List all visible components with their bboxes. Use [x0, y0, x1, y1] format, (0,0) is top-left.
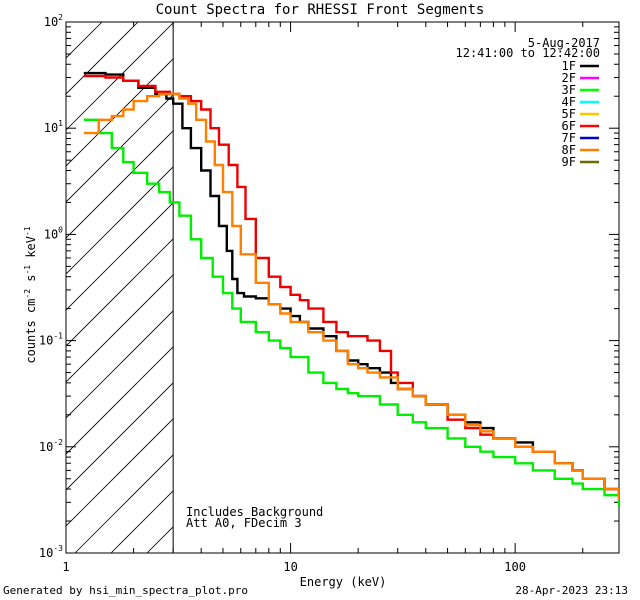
- hatch-line: [66, 346, 174, 455]
- legend-label-2F: 2F: [562, 71, 576, 85]
- x-tick-label: 10: [283, 560, 297, 574]
- series-3F: [83, 118, 619, 507]
- hatch-line: [66, 58, 174, 167]
- hatch-line: [66, 274, 174, 383]
- legend-label-1F: 1F: [562, 59, 576, 73]
- plot-frame: [65, 21, 620, 554]
- hatch-line: [74, 454, 174, 553]
- chart-title: Count Spectra for RHESSI Front Segments: [155, 2, 485, 18]
- legend-label-9F: 9F: [562, 155, 576, 169]
- hatch-line: [66, 238, 174, 347]
- footer-generator: Generated by hsi_min_spectra_plot.pro: [3, 584, 249, 597]
- y-tick-label: 102: [44, 13, 63, 29]
- hatch-line: [66, 418, 174, 527]
- y-tick-label: 10-2: [39, 438, 63, 454]
- hatch-line: [66, 382, 174, 491]
- legend-label-6F: 6F: [562, 119, 576, 133]
- legend-label-8F: 8F: [562, 143, 576, 157]
- y-tick-label: 10-3: [39, 544, 63, 560]
- hatch-line: [66, 166, 174, 275]
- legend-label-7F: 7F: [562, 131, 576, 145]
- x-tick-label: 1: [62, 560, 69, 574]
- x-tick-label: 100: [504, 560, 526, 574]
- observation-date: 5-Aug-2017: [527, 36, 600, 50]
- series-6F: [83, 74, 619, 497]
- y-tick-label: 100: [44, 225, 63, 241]
- legend-label-4F: 4F: [562, 95, 576, 109]
- legend-label-5F: 5F: [562, 107, 576, 121]
- series-1F: [83, 71, 619, 497]
- series-8F: [83, 92, 619, 500]
- hatched-region: [66, 22, 174, 553]
- hatch-line: [66, 22, 103, 59]
- axis-tick-labels: 1 10 100 10-3 10-2 10-1 100 101 102: [39, 13, 526, 574]
- y-tick-label: 10-1: [39, 332, 63, 348]
- y-tick-label: 101: [44, 119, 63, 135]
- observation-time-range: 12:41:00 to 12:42:00: [455, 46, 601, 60]
- y-axis-label: counts cm-2 s-1 keV-1: [23, 226, 38, 364]
- hatch-line: [66, 202, 174, 311]
- footer-timestamp: 28-Apr-2023 23:13: [515, 584, 628, 597]
- legend-label-3F: 3F: [562, 83, 576, 97]
- hatch-line: [66, 22, 139, 95]
- annotation-attenuator: Att A0, FDecim 3: [186, 516, 302, 530]
- data-series: [83, 71, 619, 507]
- hatch-line: [66, 310, 174, 419]
- annotation-background: Includes Background: [186, 505, 324, 519]
- hatch-line: [66, 94, 174, 203]
- hatch-line: [66, 22, 174, 131]
- axis-ticks: [65, 21, 619, 554]
- x-axis-label: Energy (keV): [299, 575, 387, 589]
